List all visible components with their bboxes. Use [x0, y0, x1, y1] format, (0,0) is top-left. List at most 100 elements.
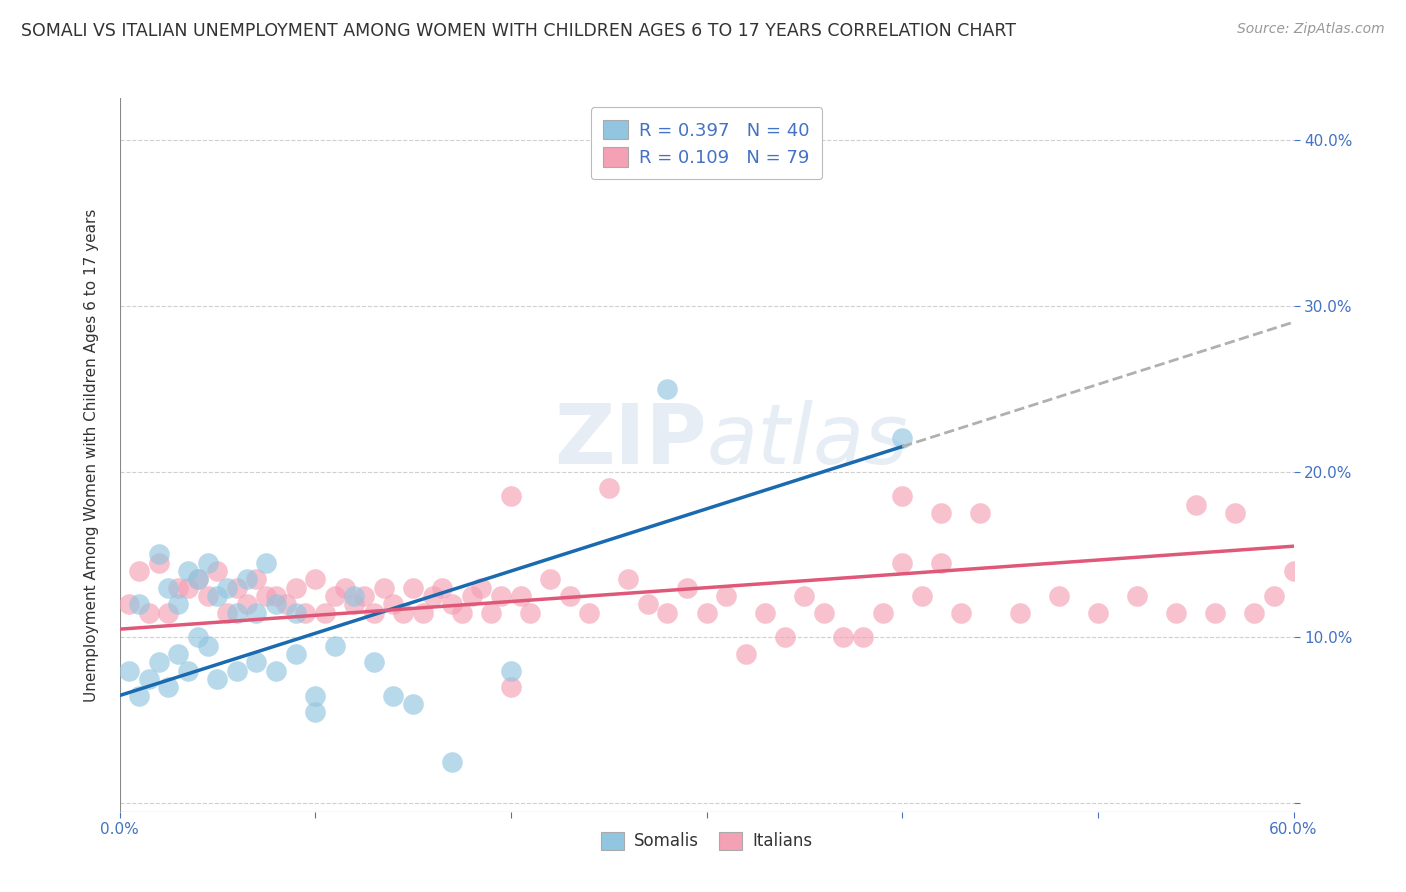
Point: [207, 672, 229, 686]
Point: [470, 581, 492, 595]
Point: [382, 689, 405, 703]
Point: [1166, 606, 1188, 620]
Point: [343, 597, 366, 611]
Text: SOMALI VS ITALIAN UNEMPLOYMENT AMONG WOMEN WITH CHILDREN AGES 6 TO 17 YEARS CORR: SOMALI VS ITALIAN UNEMPLOYMENT AMONG WOM…: [21, 22, 1017, 40]
Point: [177, 664, 200, 678]
Point: [676, 581, 699, 595]
Point: [157, 581, 180, 595]
Point: [197, 556, 219, 570]
Point: [1126, 589, 1149, 603]
Point: [148, 556, 170, 570]
Point: [294, 606, 316, 620]
Point: [167, 581, 190, 595]
Point: [519, 606, 541, 620]
Point: [363, 656, 385, 670]
Point: [499, 664, 522, 678]
Point: [1243, 606, 1265, 620]
Text: Source: ZipAtlas.com: Source: ZipAtlas.com: [1237, 22, 1385, 37]
Point: [1223, 506, 1246, 520]
Point: [479, 606, 502, 620]
Point: [284, 606, 307, 620]
Legend: Somalis, Italians: Somalis, Italians: [593, 825, 820, 857]
Point: [167, 647, 190, 661]
Point: [284, 581, 307, 595]
Point: [578, 606, 600, 620]
Point: [225, 606, 249, 620]
Point: [911, 589, 934, 603]
Point: [323, 589, 346, 603]
Point: [891, 431, 914, 445]
Point: [177, 564, 200, 578]
Point: [1263, 589, 1285, 603]
Point: [499, 680, 522, 694]
Point: [128, 597, 150, 611]
Point: [217, 581, 239, 595]
Point: [304, 705, 326, 719]
Point: [128, 564, 150, 578]
Point: [696, 606, 718, 620]
Point: [969, 506, 991, 520]
Point: [167, 597, 190, 611]
Point: [225, 581, 249, 595]
Point: [392, 606, 415, 620]
Point: [264, 589, 287, 603]
Point: [1087, 606, 1109, 620]
Point: [754, 606, 776, 620]
Point: [177, 581, 200, 595]
Point: [832, 631, 855, 645]
Point: [304, 573, 326, 587]
Point: [284, 647, 307, 661]
Point: [187, 573, 209, 587]
Point: [931, 506, 953, 520]
Point: [382, 597, 405, 611]
Point: [402, 581, 425, 595]
Point: [441, 755, 464, 769]
Point: [235, 573, 257, 587]
Point: [1184, 498, 1206, 512]
Point: [617, 573, 640, 587]
Point: [451, 606, 474, 620]
Point: [734, 647, 756, 661]
Point: [1204, 606, 1226, 620]
Point: [538, 573, 561, 587]
Point: [657, 382, 679, 396]
Point: [314, 606, 336, 620]
Point: [235, 597, 257, 611]
Point: [138, 606, 160, 620]
Point: [891, 556, 914, 570]
Point: [422, 589, 444, 603]
Point: [187, 573, 209, 587]
Point: [852, 631, 875, 645]
Point: [793, 589, 815, 603]
Point: [148, 656, 170, 670]
Point: [813, 606, 835, 620]
Point: [441, 597, 464, 611]
Point: [489, 589, 512, 603]
Point: [637, 597, 659, 611]
Point: [353, 589, 375, 603]
Point: [373, 581, 395, 595]
Point: [509, 589, 531, 603]
Point: [773, 631, 796, 645]
Text: atlas: atlas: [707, 401, 908, 481]
Point: [558, 589, 581, 603]
Point: [245, 573, 267, 587]
Point: [1047, 589, 1070, 603]
Point: [157, 680, 180, 694]
Point: [225, 664, 249, 678]
Point: [207, 589, 229, 603]
Point: [333, 581, 356, 595]
Point: [197, 589, 219, 603]
Point: [363, 606, 385, 620]
Point: [254, 556, 277, 570]
Point: [499, 490, 522, 504]
Point: [657, 606, 679, 620]
Point: [187, 631, 209, 645]
Point: [118, 664, 141, 678]
Point: [460, 589, 484, 603]
Point: [931, 556, 953, 570]
Point: [304, 689, 326, 703]
Point: [274, 597, 297, 611]
Point: [412, 606, 434, 620]
Point: [245, 606, 267, 620]
